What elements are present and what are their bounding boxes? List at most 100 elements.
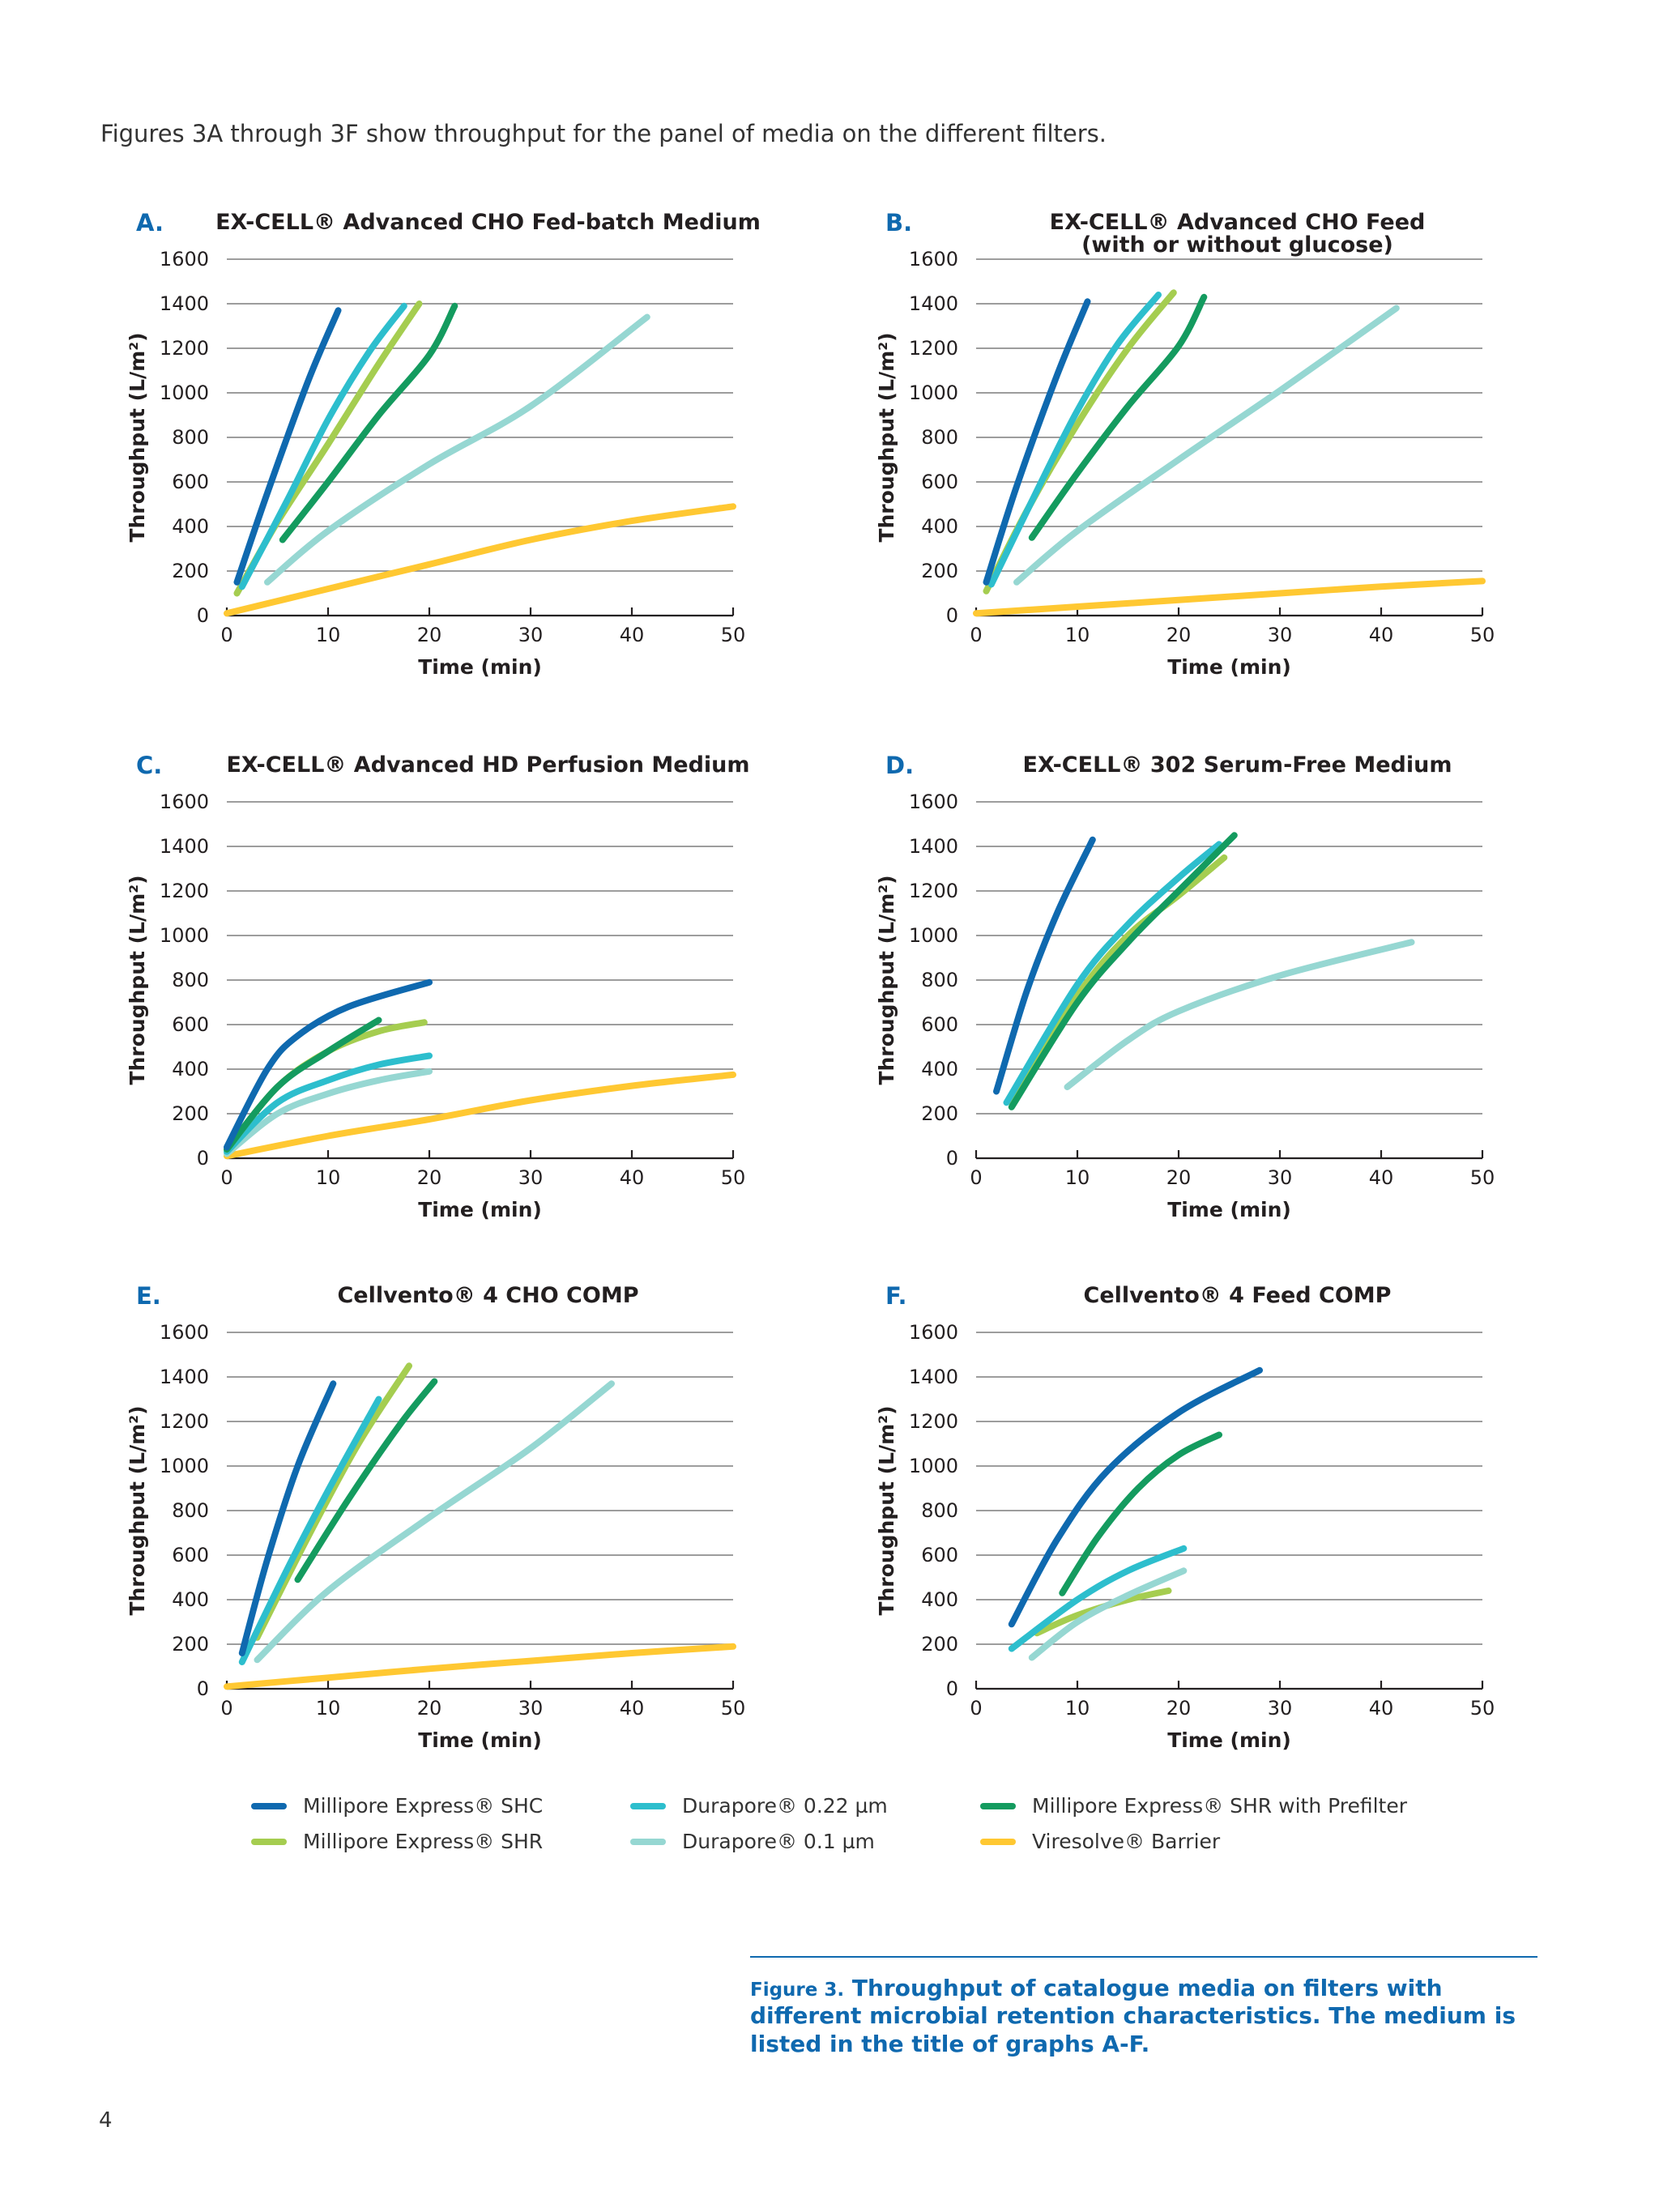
y-tick-label: 0 <box>197 1147 209 1170</box>
legend-swatch-prefilter <box>980 1802 1016 1809</box>
figure-caption: Figure 3. Throughput of catalogue media … <box>750 1975 1537 2058</box>
x-tick-label: 30 <box>518 1697 544 1720</box>
chart-svg: A. EX-CELL® Advanced CHO Fed-batch Medium… <box>126 209 761 679</box>
y-tick-label: 400 <box>921 515 958 538</box>
x-tick-label: 20 <box>417 1166 442 1189</box>
series-line-dura01 <box>1028 1567 1188 1661</box>
series-line-prefilter <box>1059 1431 1222 1596</box>
legend-swatch-durapore-022 <box>630 1802 666 1809</box>
legend-item-durapore-022: Durapore® 0.22 µm <box>630 1794 888 1818</box>
chart-svg: D. EX-CELL® 302 Serum-Free Medium02004006… <box>875 752 1495 1221</box>
series-line-prefilter <box>279 302 458 543</box>
y-tick-label: 1400 <box>909 292 958 315</box>
chart-title: EX-CELL® Advanced HD Perfusion Medium <box>226 752 749 778</box>
x-tick-label: 0 <box>220 1166 232 1189</box>
legend: Millipore Express® SHC Millipore Express… <box>0 1794 1659 1867</box>
y-tick-label: 400 <box>921 1058 958 1080</box>
series-line-viresolve <box>224 1643 736 1690</box>
y-tick-label: 1400 <box>909 1366 958 1388</box>
y-tick-label: 1200 <box>909 880 958 902</box>
chart-d: D. EX-CELL® 302 Serum-Free Medium 0 200 400 6… <box>847 733 1527 1235</box>
y-tick-label: 200 <box>921 1633 958 1656</box>
chart-letter: B. <box>885 209 912 237</box>
y-tick-label: 1000 <box>160 381 209 404</box>
y-tick-label: 1000 <box>160 924 209 947</box>
x-tick-label: 40 <box>1369 1166 1394 1189</box>
series-line-prefilter <box>1008 832 1238 1110</box>
y-axis-title: Throughput (L/m²) <box>875 1405 898 1615</box>
y-tick-label: 1200 <box>160 337 209 360</box>
y-tick-label: 1200 <box>909 337 958 360</box>
x-tick-label: 30 <box>518 624 544 646</box>
y-tick-label: 400 <box>172 1058 209 1080</box>
legend-label: Durapore® 0.1 µm <box>682 1830 875 1853</box>
chart-svg: C. EX-CELL® Advanced HD Perfusion Medium 0… <box>126 752 750 1221</box>
x-tick-label: 0 <box>970 1166 982 1189</box>
y-tick-label: 1400 <box>909 835 958 858</box>
series-line-dura022 <box>238 1396 382 1665</box>
legend-swatch-shr <box>251 1838 287 1845</box>
series-line-dura01 <box>1064 939 1415 1090</box>
legend-label: Durapore® 0.22 µm <box>682 1794 888 1818</box>
y-tick-label: 0 <box>197 1677 209 1700</box>
x-axis-title: Time (min) <box>1167 1728 1291 1752</box>
x-tick-label: 20 <box>1166 624 1192 646</box>
series-line-dura01 <box>264 313 650 586</box>
legend-item-shr: Millipore Express® SHR <box>251 1830 543 1853</box>
series-line-viresolve <box>224 1071 736 1160</box>
series-line-shc <box>238 1380 337 1656</box>
x-tick-label: 0 <box>220 624 232 646</box>
y-tick-label: 600 <box>921 1013 958 1036</box>
chart-letter: A. <box>136 209 164 237</box>
y-tick-label: 400 <box>172 515 209 538</box>
x-tick-label: 30 <box>518 1166 544 1189</box>
y-tick-label: 600 <box>921 1544 958 1566</box>
y-tick-label: 600 <box>921 471 958 493</box>
series-line-shc <box>224 978 433 1151</box>
x-tick-label: 0 <box>970 1697 982 1720</box>
y-tick-label: 1600 <box>909 248 958 271</box>
series-line-prefilter <box>294 1378 438 1583</box>
y-tick-label: 600 <box>172 1544 209 1566</box>
x-tick-label: 50 <box>721 1697 746 1720</box>
x-tick-label: 50 <box>721 1166 746 1189</box>
y-tick-label: 1200 <box>160 880 209 902</box>
x-tick-label: 10 <box>1065 1166 1090 1189</box>
x-tick-label: 0 <box>220 1697 232 1720</box>
series-line-prefilter <box>1028 293 1208 541</box>
legend-swatch-durapore-01 <box>630 1838 666 1845</box>
y-axis-title: Throughput (L/m²) <box>875 875 898 1085</box>
y-axis-title: Throughput (L/m²) <box>126 1405 149 1615</box>
y-tick-label: 800 <box>921 1499 958 1522</box>
y-tick-label: 0 <box>946 604 958 627</box>
legend-item-durapore-01: Durapore® 0.1 µm <box>630 1830 875 1853</box>
chart-title: Cellvento® 4 Feed COMP <box>1084 1283 1392 1308</box>
series-line-dura01 <box>224 1068 433 1157</box>
y-tick-label: 800 <box>172 426 209 449</box>
x-tick-label: 50 <box>1470 624 1495 646</box>
intro-text: Figures 3A through 3F show throughput fo… <box>100 120 1107 147</box>
chart-letter: D. <box>885 752 914 779</box>
legend-label: Millipore Express® SHR with Prefilter <box>1032 1794 1408 1818</box>
chart-title: (with or without glucose) <box>1081 232 1393 258</box>
x-tick-label: 10 <box>316 1166 341 1189</box>
y-axis-title: Throughput (L/m²) <box>126 332 149 542</box>
chart-svg: E. Cellvento® 4 CHO COMP02004006008001000… <box>126 1282 746 1752</box>
y-axis-title: Throughput (L/m²) <box>126 875 149 1085</box>
x-tick-label: 50 <box>721 624 746 646</box>
series-line-dura01 <box>1013 305 1400 586</box>
x-tick-label: 20 <box>1166 1697 1192 1720</box>
y-tick-label: 200 <box>172 560 209 582</box>
y-tick-label: 0 <box>946 1147 958 1170</box>
chart-title: EX-CELL® Advanced CHO Fed-batch Medium <box>215 210 761 235</box>
y-tick-label: 600 <box>172 471 209 493</box>
x-tick-label: 40 <box>620 624 645 646</box>
y-tick-label: 1200 <box>909 1410 958 1433</box>
y-tick-label: 1000 <box>909 1455 958 1477</box>
y-tick-label: 800 <box>172 969 209 991</box>
y-tick-label: 0 <box>197 604 209 627</box>
y-tick-label: 800 <box>921 426 958 449</box>
chart-e: E. Cellvento® 4 CHO COMP 0 200 400 600 800 1000… <box>97 1264 778 1766</box>
series-line-dura022 <box>987 292 1162 588</box>
y-tick-label: 1400 <box>160 1366 209 1388</box>
